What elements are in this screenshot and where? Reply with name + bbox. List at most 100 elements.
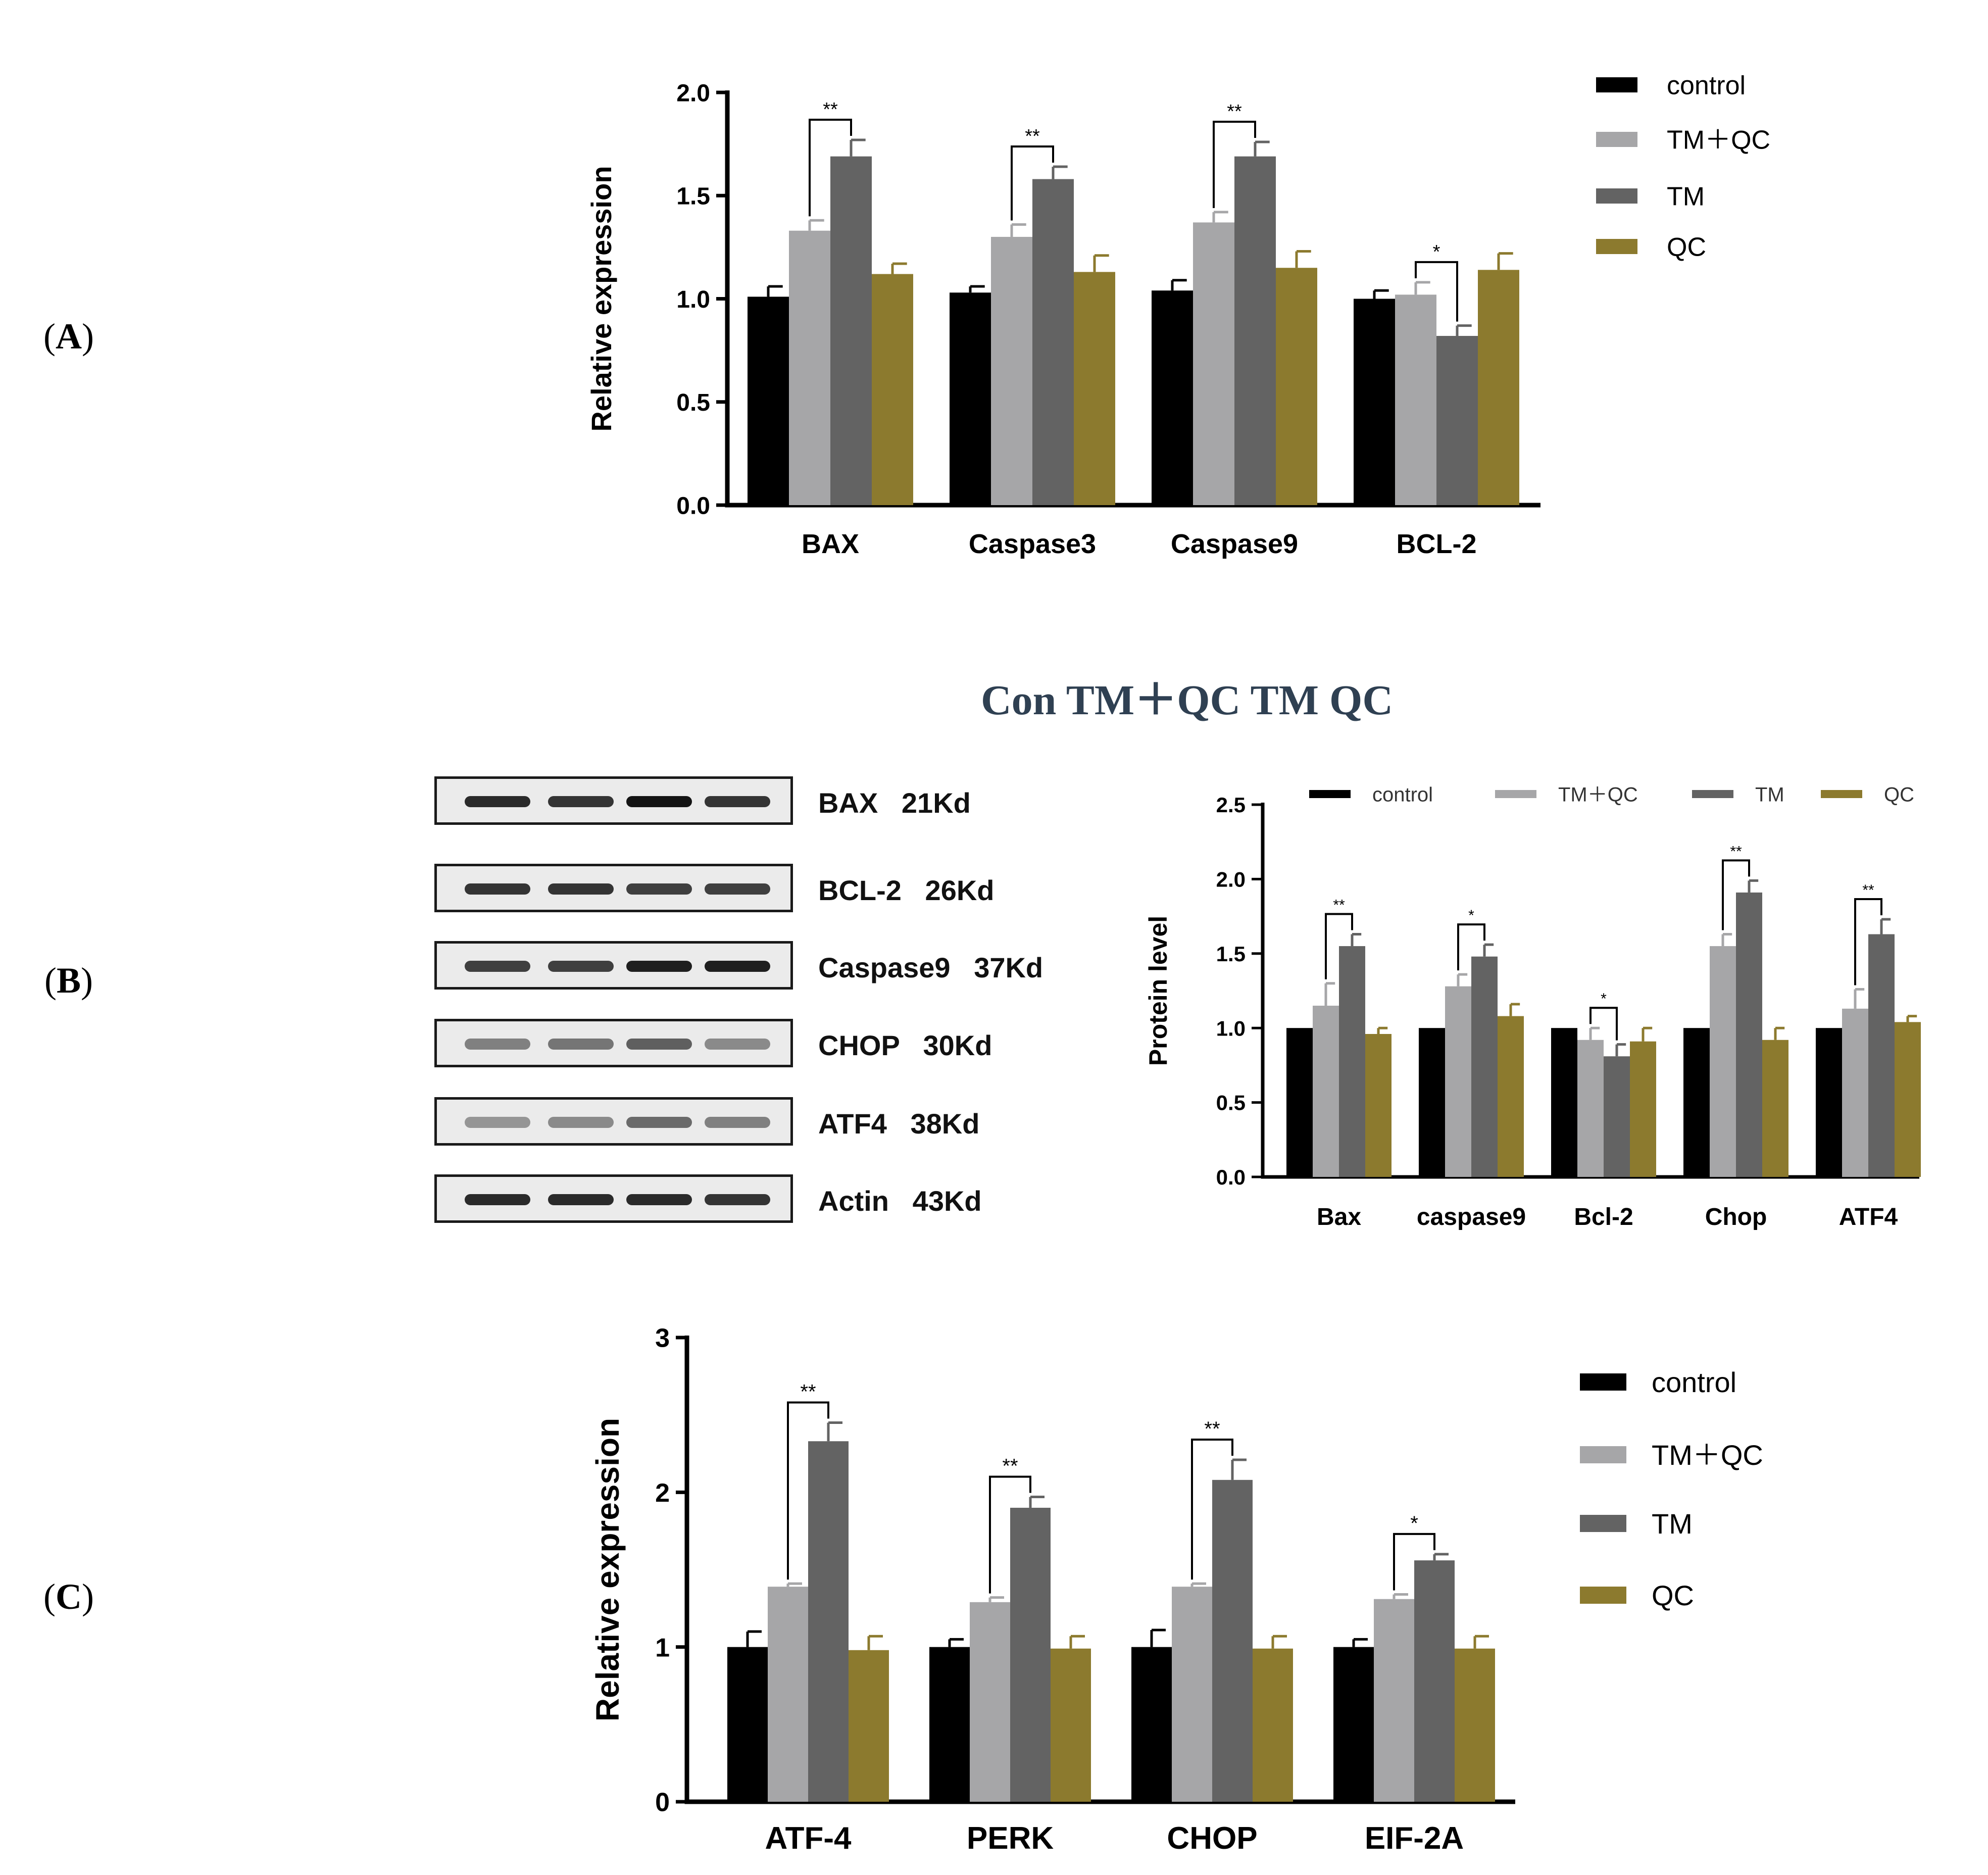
legend-label-qc: QC: [1667, 233, 1706, 262]
blot-band: [626, 1194, 692, 1205]
significance-bracket: [1854, 898, 1882, 985]
y-tick-label: 1.0: [676, 286, 710, 313]
blot-band: [548, 1117, 614, 1128]
bar-tmqc: [1710, 946, 1736, 1177]
blot-lane-header: Con TM＋QC TM QC: [981, 677, 1393, 724]
legend-label-tm: TM: [1667, 182, 1705, 212]
y-axis-label: Relative expression: [585, 166, 617, 431]
panel-label-c: (C): [43, 1576, 94, 1617]
blot-band: [626, 1039, 692, 1050]
bar-qc: [1478, 270, 1519, 505]
bar-control: [1152, 290, 1193, 505]
y-tick-label: 2.5: [1216, 793, 1246, 817]
significance-bracket: [809, 118, 852, 217]
bar-control: [727, 1647, 768, 1802]
bar-qc: [1253, 1648, 1293, 1802]
blot-strip: [434, 776, 793, 825]
legend-swatch-tm: [1596, 188, 1637, 204]
y-tick-label: 2: [655, 1478, 670, 1508]
significance-bracket: [1457, 923, 1485, 971]
bar-tmqc: [1445, 986, 1471, 1177]
bar-qc: [1895, 1022, 1921, 1177]
legend-swatch-control: [1580, 1373, 1626, 1391]
chart-a-relative-expression: 0.0 0.5 1.0 1.5 2.0 Relative expression BAX Cas…: [585, 71, 1770, 559]
legend-label-tm: TM: [1755, 783, 1784, 806]
y-axis-label: Relative expression: [589, 1418, 626, 1721]
blot-band: [626, 1117, 692, 1128]
blot-band: [705, 1117, 770, 1128]
bar-tm: [1436, 336, 1478, 505]
bar-tmqc: [1395, 294, 1436, 505]
legend-label-control: control: [1652, 1366, 1736, 1398]
y-tick-label: 3: [655, 1324, 670, 1353]
blot-band: [548, 961, 614, 972]
significance-label: **: [1333, 897, 1345, 913]
y-tick-label: 2.0: [1216, 868, 1246, 892]
bar-tmqc: [991, 236, 1032, 505]
bar-qc: [1498, 1016, 1524, 1177]
bar-tm: [1212, 1479, 1253, 1802]
y-tick-label: 1.0: [1216, 1016, 1246, 1040]
chart-b-protein-level: 0.0 0.5 1.0 1.5 2.0 2.5 Protein level Bax caspas…: [1144, 783, 1921, 1230]
bar-qc: [1074, 272, 1115, 505]
blot-row-label: Caspase9 37Kd: [818, 952, 1043, 983]
bar-tm: [1471, 956, 1498, 1177]
significance-label: **: [1862, 882, 1874, 899]
x-tick-label: ATF-4: [765, 1821, 852, 1856]
x-tick-label: caspase9: [1417, 1204, 1526, 1230]
bar-tmqc: [1193, 222, 1234, 506]
legend-swatch-tm: [1692, 790, 1733, 798]
blot-strip: [434, 864, 793, 912]
bar-tmqc: [970, 1602, 1010, 1802]
bar-tm: [1010, 1507, 1051, 1802]
legend-label-control: control: [1667, 71, 1746, 101]
x-tick-label: Bcl-2: [1574, 1204, 1633, 1230]
bar-tmqc: [1172, 1587, 1212, 1802]
significance-label: *: [1433, 241, 1440, 263]
panel-label-b: (B): [44, 960, 93, 1001]
blot-row-label: CHOP 30Kd: [818, 1029, 992, 1061]
chart-c-relative-expression: 0 1 2 3 Relative expression ATF-4 PERK CHOP EIF-…: [589, 1324, 1763, 1856]
significance-bracket: [1415, 261, 1458, 322]
significance-bracket: [1722, 859, 1750, 930]
bar-qc: [872, 274, 913, 505]
x-tick-label: CHOP: [1167, 1821, 1257, 1856]
x-tick-label: Bax: [1317, 1204, 1361, 1230]
x-tick-label: BAX: [802, 529, 859, 559]
y-tick-label: 1.5: [1216, 942, 1246, 966]
blot-row-label: Actin 43Kd: [818, 1185, 982, 1217]
blot-band: [465, 1039, 530, 1050]
blot-band: [548, 796, 614, 807]
significance-bracket: [787, 1401, 829, 1580]
legend-swatch-qc: [1596, 239, 1637, 254]
significance-label: **: [1025, 126, 1040, 147]
y-tick-label: 0.5: [1216, 1091, 1246, 1115]
blot-band: [705, 961, 770, 972]
blot-strip: [434, 941, 793, 990]
bar-control: [1131, 1647, 1172, 1802]
bar-control: [1551, 1028, 1577, 1177]
significance-bracket: [1325, 913, 1353, 979]
blot-band: [465, 961, 530, 972]
bar-tmqc: [1577, 1040, 1604, 1177]
legend-swatch-control: [1309, 790, 1351, 798]
significance-bracket: [1213, 121, 1256, 208]
blot-row-label: ATF4 38Kd: [818, 1108, 980, 1140]
significance-label: **: [800, 1380, 816, 1403]
significance-bracket: [989, 1475, 1031, 1594]
bar-control: [1354, 299, 1395, 505]
bar-qc: [849, 1650, 889, 1802]
legend-swatch-tmqc: [1580, 1446, 1626, 1463]
bar-tmqc: [768, 1587, 808, 1802]
legend-label-qc: QC: [1884, 783, 1914, 806]
bar-control: [1286, 1028, 1313, 1177]
blot-band: [548, 1194, 614, 1205]
blot-band: [548, 883, 614, 895]
bar-qc: [1630, 1041, 1656, 1177]
bar-qc: [1762, 1040, 1788, 1177]
bar-tm: [1234, 156, 1276, 505]
x-tick-label: Caspase3: [969, 529, 1096, 559]
bar-tm: [808, 1441, 849, 1802]
legend-swatch-control: [1596, 77, 1637, 92]
significance-label: **: [1730, 843, 1742, 860]
